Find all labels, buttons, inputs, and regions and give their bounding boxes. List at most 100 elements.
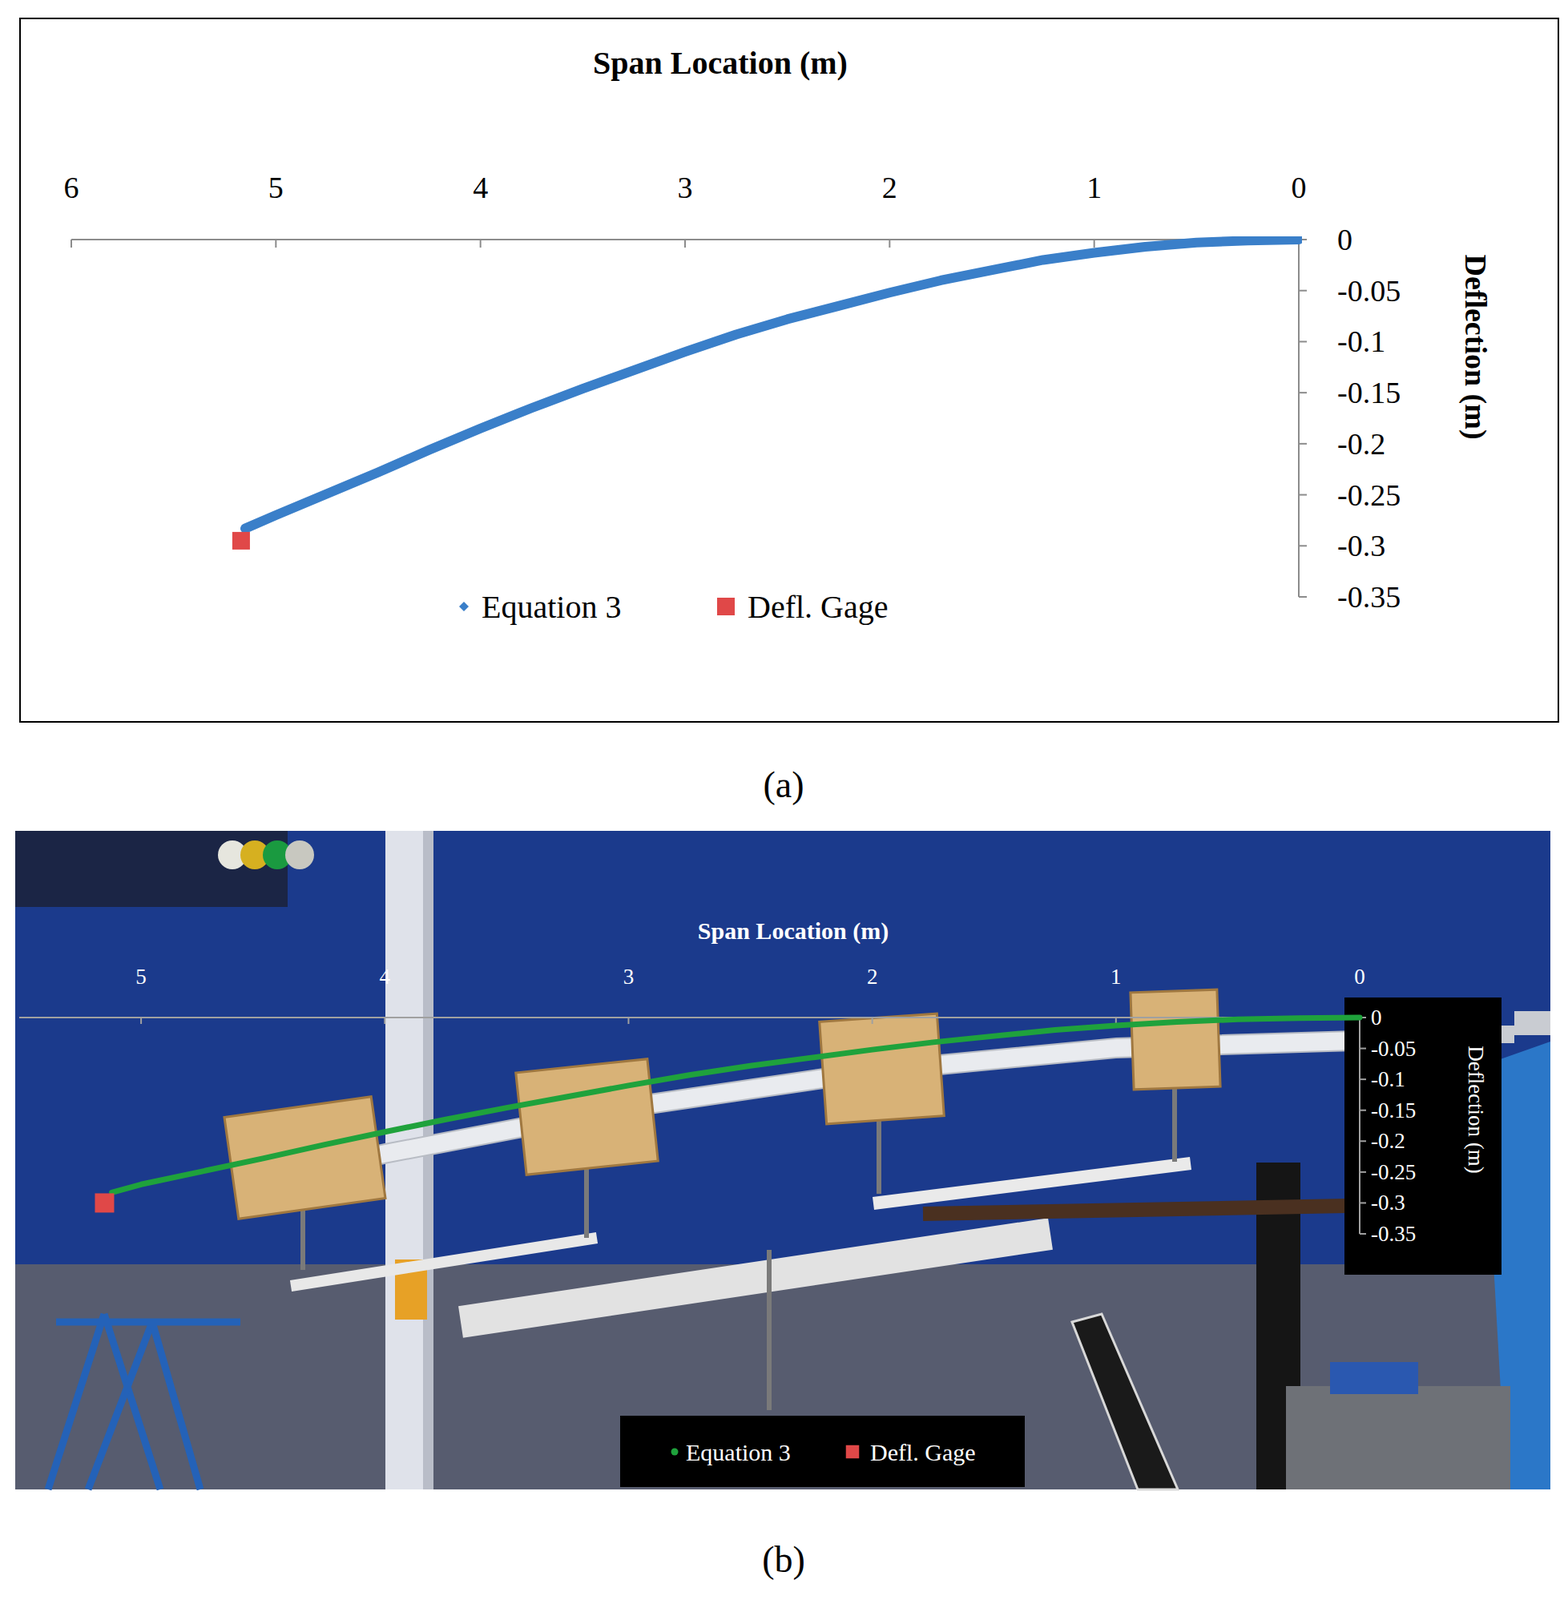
y-tick xyxy=(1298,290,1307,292)
x-tick xyxy=(627,1017,629,1024)
y-axis-title: Deflection (m) xyxy=(1463,1045,1488,1174)
load-bar xyxy=(290,1237,597,1286)
x-tick xyxy=(888,239,891,248)
y-tick-label: -0.1 xyxy=(1337,324,1386,359)
y-tick xyxy=(1359,1109,1367,1112)
marker-circle xyxy=(671,1448,679,1456)
marker-square xyxy=(846,1445,860,1460)
x-tick xyxy=(140,1017,142,1024)
y-tick xyxy=(1298,340,1307,343)
legend-label: Equation 3 xyxy=(481,588,621,625)
x-tick-label: 4 xyxy=(472,170,488,205)
plot-area xyxy=(232,239,1299,550)
x-axis-title: Span Location (m) xyxy=(592,44,848,81)
y-axis-line xyxy=(1297,239,1300,597)
y-tick-label: -0.2 xyxy=(1370,1128,1406,1153)
y-tick xyxy=(1359,1140,1367,1142)
legend-label: Equation 3 xyxy=(685,1439,791,1466)
y-tick xyxy=(1359,1048,1367,1050)
y-tick-label: -0.05 xyxy=(1370,1036,1416,1061)
x-tick xyxy=(871,1017,874,1024)
y-tick xyxy=(1359,1078,1367,1081)
y-tick xyxy=(1298,443,1307,445)
spool xyxy=(285,840,315,870)
y-axis-line xyxy=(1358,1017,1361,1234)
y-tick xyxy=(1298,391,1307,394)
x-axis-line xyxy=(19,1016,1360,1019)
x-tick-label: 0 xyxy=(1291,170,1307,205)
hanger xyxy=(766,1249,772,1411)
legend: Equation 3 Defl. Gage xyxy=(459,588,888,625)
sawhorse xyxy=(152,1322,201,1490)
panel-label: (b) xyxy=(761,1539,806,1581)
y-tick-label: -0.25 xyxy=(1337,478,1401,512)
sawhorse xyxy=(88,1322,153,1490)
y-tick-label: 0 xyxy=(1370,1005,1383,1030)
marker-square xyxy=(717,597,735,616)
legend: Equation 3 Defl. Gage xyxy=(620,1415,1025,1488)
hanger xyxy=(584,1165,589,1238)
legend-label: Defl. Gage xyxy=(870,1439,976,1466)
floor-wall xyxy=(15,1264,1551,1490)
wood-block xyxy=(515,1059,658,1176)
y-tick xyxy=(1359,1201,1367,1204)
x-tick xyxy=(70,239,73,248)
y-tick-label: -0.05 xyxy=(1337,274,1401,308)
hanger xyxy=(300,1209,306,1270)
series-line xyxy=(245,239,1299,529)
x-tick-label: 1 xyxy=(1110,964,1122,989)
y-tick xyxy=(1298,544,1307,547)
sawhorse xyxy=(56,1318,241,1327)
x-tick xyxy=(383,1017,386,1024)
x-tick-label: 4 xyxy=(379,964,391,989)
photo-background xyxy=(15,830,1551,1490)
y-axis-box xyxy=(1344,997,1502,1275)
panel-label: (a) xyxy=(762,764,804,806)
y-tick-label: -0.3 xyxy=(1337,528,1386,563)
chart-1: 5432100-0.05-0.1-0.15-0.2-0.25-0.3-0.35S… xyxy=(19,917,1502,1488)
x-axis-title: Span Location (m) xyxy=(697,917,889,945)
support-arm xyxy=(1514,1011,1551,1036)
y-tick-label: -0.15 xyxy=(1370,1098,1416,1123)
x-tick xyxy=(274,239,277,248)
load-bar xyxy=(923,1205,1347,1214)
y-axis-title: Deflection (m) xyxy=(1458,253,1493,440)
chart-0: 65432100-0.05-0.1-0.15-0.2-0.25-0.3-0.35… xyxy=(64,44,1494,625)
series-line xyxy=(112,1017,1360,1193)
x-tick-label: 1 xyxy=(1086,170,1102,205)
plot-area xyxy=(94,1017,1360,1213)
x-tick-label: 5 xyxy=(268,170,284,205)
figure: 65432100-0.05-0.1-0.15-0.2-0.25-0.3-0.35… xyxy=(0,0,1568,1600)
legend-box xyxy=(620,1415,1025,1488)
panel-frame xyxy=(20,18,1559,722)
wall xyxy=(15,830,1551,1490)
y-tick-label: 0 xyxy=(1337,222,1353,257)
wood-block xyxy=(224,1096,386,1220)
y-tick-label: -0.35 xyxy=(1370,1221,1416,1246)
load-bar xyxy=(460,1233,1051,1323)
y-tick xyxy=(1298,596,1307,598)
x-tick xyxy=(1093,239,1096,248)
tail-part xyxy=(1072,1314,1178,1490)
pillar-shade xyxy=(423,830,434,1490)
y-tick-label: -0.2 xyxy=(1337,427,1386,461)
y-tick-label: -0.15 xyxy=(1337,375,1401,410)
x-tick-label: 3 xyxy=(623,964,635,989)
y-tick xyxy=(1298,494,1307,496)
shelf-shadow xyxy=(15,830,288,907)
y-tick-label: -0.25 xyxy=(1370,1160,1416,1185)
x-tick-label: 0 xyxy=(1354,964,1366,989)
x-tick-label: 3 xyxy=(677,170,694,205)
wood-block xyxy=(1130,989,1221,1090)
equipment-top xyxy=(1330,1362,1419,1395)
marker-square xyxy=(94,1193,114,1213)
y-tick xyxy=(1359,1233,1367,1235)
marker-square xyxy=(232,532,250,550)
marker-diamond xyxy=(459,601,469,612)
legend-label: Defl. Gage xyxy=(747,588,888,625)
x-tick-label: 5 xyxy=(135,964,147,989)
x-tick-label: 2 xyxy=(866,964,879,989)
y-tick-label: -0.1 xyxy=(1370,1067,1406,1092)
hanger xyxy=(876,1120,882,1194)
equipment xyxy=(1285,1386,1511,1490)
